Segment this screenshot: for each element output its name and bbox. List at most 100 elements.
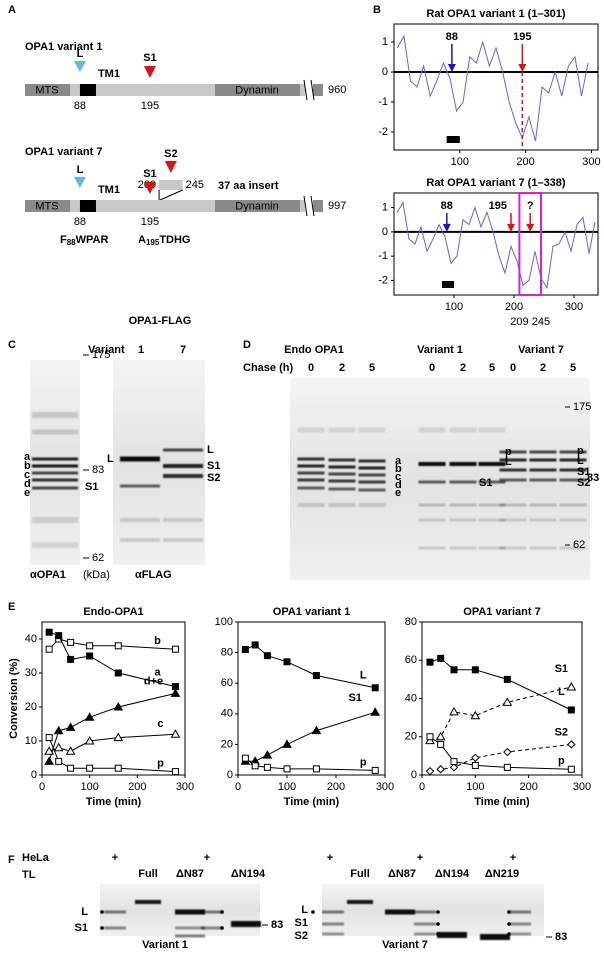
band-dot: [100, 910, 104, 914]
gel-band: [135, 900, 161, 904]
gel-band: [529, 478, 557, 482]
x-tick-label: 300: [376, 781, 394, 793]
y-tick-label: 20: [25, 701, 37, 713]
gel-band: [499, 503, 527, 507]
data-point: [450, 666, 458, 674]
plot-frame: [41, 621, 186, 776]
data-point: [113, 701, 124, 711]
band-dot: [436, 922, 440, 926]
mts-domain: [25, 84, 70, 96]
gel-band: [478, 518, 506, 522]
y-tick-label: 80: [221, 647, 233, 659]
gel-band: [414, 922, 436, 926]
series-line: [245, 711, 376, 762]
y-tick-label: 60: [221, 677, 233, 689]
gel-band: [328, 487, 356, 491]
cleavage-arrow-L: [73, 177, 86, 188]
motif: F88WPAR: [60, 234, 108, 247]
gel-band: [32, 412, 78, 418]
x-tick-label: 100: [466, 781, 484, 793]
gel-band: [328, 465, 356, 469]
unit-label: (kDa): [83, 569, 110, 581]
gel-band: [104, 926, 126, 930]
data-point: [283, 765, 291, 773]
chart-title: OPA1 variant 7: [463, 606, 540, 618]
data-point: [114, 669, 122, 677]
series-label: S1: [555, 663, 568, 675]
data-point: [67, 655, 75, 663]
gel-header: Variant: [88, 344, 125, 356]
data-point: [567, 765, 575, 773]
position-label: 88: [74, 100, 86, 112]
band-label: p: [505, 446, 512, 458]
motif-part: F: [60, 234, 67, 246]
data-point: [503, 675, 511, 683]
y-tick-label: 60: [405, 654, 417, 666]
data-point: [45, 628, 53, 636]
panel-letter: D: [243, 339, 251, 351]
data-point: [67, 764, 75, 772]
gel-band: [480, 934, 510, 940]
band-label: S1: [75, 922, 88, 934]
marker-arrow-head: [526, 223, 535, 232]
y-tick-label: -2: [378, 126, 388, 138]
plus-sign: +: [417, 852, 423, 864]
cleavage-arrow-L: [73, 61, 86, 72]
y-tick-label: 40: [405, 692, 417, 704]
plot-frame: [393, 192, 599, 296]
y-tick-label: 80: [405, 616, 417, 628]
break-mark: [310, 79, 315, 101]
series-line: [245, 644, 376, 689]
y-tick-label: 40: [25, 633, 37, 645]
gel: [113, 360, 205, 565]
data-point: [55, 757, 63, 765]
data-point: [312, 765, 320, 773]
gel-band: [478, 427, 506, 433]
data-point: [371, 766, 379, 774]
gel-band: [449, 518, 477, 522]
band-label: L: [301, 904, 308, 916]
series-label: b: [154, 635, 161, 647]
variant-title: OPA1 variant 1: [25, 41, 102, 53]
gel-caption: Variant 7: [382, 939, 428, 951]
band-label: L: [577, 455, 584, 467]
data-point: [502, 697, 513, 706]
gel-band: [559, 450, 587, 454]
band-label: L: [207, 444, 214, 456]
lane-label: ΔN194: [231, 868, 266, 880]
marker-arrow-head: [507, 223, 515, 232]
c-terminus: [313, 84, 323, 96]
band-dot: [100, 926, 104, 930]
y-tick-label: 0: [227, 769, 233, 781]
gel-band: [328, 427, 356, 433]
gel-band: [297, 457, 325, 461]
data-point: [370, 707, 381, 716]
data-point: [567, 706, 575, 714]
gel: [322, 884, 544, 936]
gel-band: [297, 464, 325, 468]
gel-band: [529, 468, 557, 472]
lane-label: ΔN194: [435, 868, 470, 880]
gel-band: [385, 909, 415, 915]
gel-band: [559, 478, 587, 482]
domain-label: Dynamin: [235, 84, 278, 96]
data-point: [241, 754, 249, 762]
band-label: p: [577, 445, 584, 457]
motif-part: A: [138, 234, 146, 246]
group-label: Variant 1: [417, 344, 463, 356]
x-axis-label: Time (min): [86, 796, 142, 808]
data-point: [283, 658, 291, 666]
time-label: 0: [429, 362, 435, 374]
gel-band: [449, 546, 477, 550]
band-label: S1: [207, 460, 220, 472]
data-point: [65, 746, 76, 755]
chase-label: Chase (h): [243, 362, 293, 374]
size-marker: 175: [573, 401, 591, 413]
data-point: [86, 652, 94, 660]
row-label: TL: [22, 869, 36, 881]
x-axis-label: Time (min): [474, 796, 530, 808]
gel-band: [437, 932, 467, 938]
x-tick-label: 0: [419, 781, 425, 793]
protein-length: 960: [328, 84, 346, 96]
gel-band: [297, 486, 325, 490]
